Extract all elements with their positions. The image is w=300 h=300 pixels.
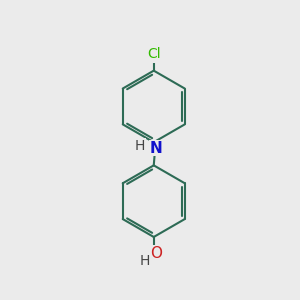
Text: H: H [139,254,150,268]
Text: H: H [135,139,145,153]
Text: N: N [150,140,162,155]
Text: Cl: Cl [147,47,160,61]
Text: O: O [150,246,162,261]
